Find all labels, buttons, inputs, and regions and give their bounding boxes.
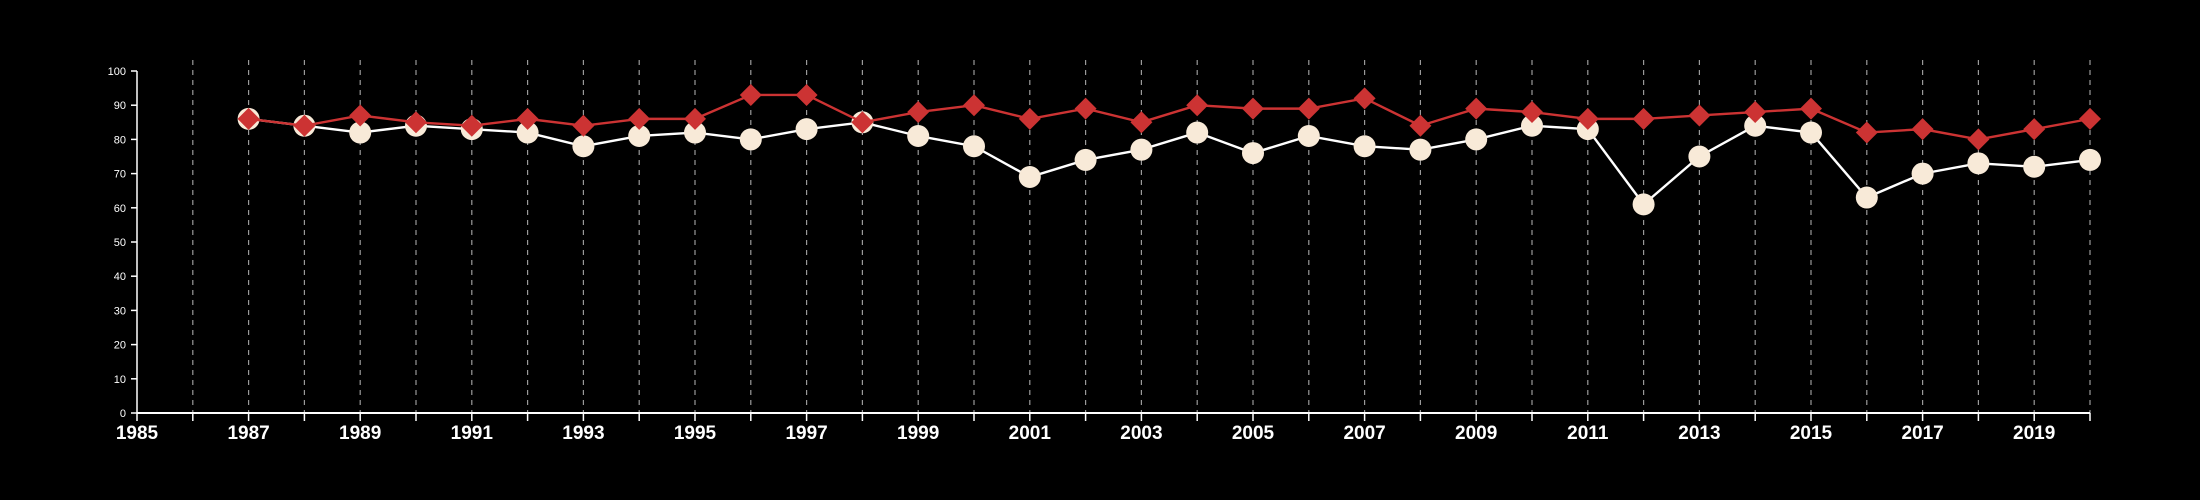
data-point-diamond (1297, 97, 1320, 120)
x-tick-label: 2015 (1790, 423, 1833, 444)
x-tick-label: 1995 (674, 423, 717, 444)
data-point-diamond (684, 107, 706, 130)
y-tick-label: 70 (114, 169, 126, 181)
data-point-circle (963, 135, 985, 158)
data-point-diamond (1018, 107, 1041, 130)
x-tick-label: 2011 (1567, 423, 1609, 444)
data-point-diamond (1409, 114, 1432, 137)
data-point-diamond (1576, 107, 1599, 130)
series-1 (237, 107, 2101, 216)
data-point-circle (1409, 138, 1432, 161)
y-tick-label: 30 (114, 305, 126, 317)
data-point-circle (628, 124, 651, 147)
data-point-circle (1855, 186, 1878, 209)
data-point-diamond (1632, 107, 1655, 130)
data-point-diamond (795, 83, 818, 106)
series-1-line (248, 117, 2091, 207)
data-point-circle (1800, 121, 1822, 144)
data-point-diamond (1688, 104, 1711, 127)
data-point-diamond (1074, 97, 1097, 120)
data-point-circle (1911, 162, 1934, 185)
data-point-circle (1521, 114, 1543, 137)
y-tick-label: 20 (114, 340, 126, 352)
data-point-circle (1297, 124, 1320, 147)
data-point-diamond (1744, 101, 1767, 124)
data-point-circle (1688, 145, 1711, 168)
x-tick-label: 1985 (116, 423, 159, 444)
data-point-diamond (963, 94, 985, 117)
x-tick-label: 2005 (1232, 423, 1275, 444)
data-point-diamond (516, 107, 539, 130)
data-point-diamond (1465, 97, 1488, 120)
data-point-diamond (2079, 107, 2101, 130)
data-point-circle (1242, 142, 1264, 165)
data-point-circle (1967, 152, 1990, 175)
data-point-circle (739, 128, 762, 151)
data-point-diamond (1967, 128, 1990, 151)
y-tick-label: 60 (114, 203, 126, 215)
gridlines (192, 60, 2091, 413)
data-point-diamond (628, 107, 651, 130)
x-tick-label: 2017 (1901, 423, 1943, 444)
data-point-circle (684, 121, 706, 144)
data-point-diamond (907, 101, 930, 124)
data-point-diamond (1130, 111, 1153, 134)
data-point-circle (907, 124, 930, 147)
data-point-circle (1353, 135, 1376, 158)
x-tick-label: 1989 (339, 423, 381, 444)
data-point-diamond (405, 111, 427, 134)
data-point-circle (1018, 166, 1041, 189)
data-point-diamond (1800, 97, 1822, 120)
x-tick-label: 1993 (562, 423, 604, 444)
x-tick-label: 2007 (1343, 423, 1385, 444)
data-point-diamond (1855, 121, 1878, 144)
data-point-circle (1186, 121, 1209, 144)
x-tick-label: 1999 (897, 423, 939, 444)
x-tick-label: 2019 (2013, 423, 2055, 444)
y-tick-label: 50 (114, 237, 126, 249)
data-point-circle (1074, 148, 1097, 171)
data-point-diamond (572, 114, 595, 137)
y-tick-label: 10 (114, 374, 126, 386)
data-point-diamond (1353, 87, 1376, 110)
x-tick-label: 2009 (1455, 423, 1497, 444)
data-point-circle (572, 135, 595, 158)
data-point-diamond (1521, 101, 1543, 124)
series-2 (237, 83, 2101, 151)
data-point-circle (1465, 128, 1488, 151)
data-point-diamond (460, 114, 483, 137)
data-point-circle (2023, 155, 2046, 178)
data-point-diamond (2023, 118, 2046, 141)
y-tick-label: 40 (114, 271, 126, 283)
x-tick-label: 1991 (451, 423, 494, 444)
y-tick-label: 90 (114, 100, 126, 112)
data-point-circle (1744, 114, 1767, 137)
x-tick-label: 1997 (785, 423, 827, 444)
data-point-diamond (739, 83, 762, 106)
data-point-circle (795, 118, 818, 141)
data-point-diamond (1186, 94, 1209, 117)
x-tick-label: 2003 (1120, 423, 1162, 444)
data-point-diamond (293, 114, 316, 137)
data-point-diamond (1911, 118, 1934, 141)
data-point-circle (2079, 148, 2101, 171)
x-tick-label: 1987 (227, 423, 269, 444)
series-2-line (248, 93, 2091, 141)
x-tick-label: 2013 (1678, 423, 1720, 444)
data-point-circle (1130, 138, 1153, 161)
data-point-circle (1632, 193, 1655, 216)
data-point-diamond (237, 107, 260, 130)
data-point-diamond (851, 111, 874, 134)
data-point-circle (516, 121, 539, 144)
data-point-diamond (1242, 97, 1264, 120)
axes: 0 10 20 30 40 50 60 70 80 90 100 1985 1987 1989 1991 19… (108, 66, 2091, 444)
y-tick-label: 80 (114, 134, 126, 146)
series (237, 83, 2101, 216)
y-tick-label: 100 (108, 66, 126, 78)
data-point-circle (349, 121, 372, 144)
y-tick-label: 0 (120, 408, 126, 420)
data-point-diamond (349, 104, 372, 127)
x-tick-label: 2001 (1009, 423, 1052, 444)
